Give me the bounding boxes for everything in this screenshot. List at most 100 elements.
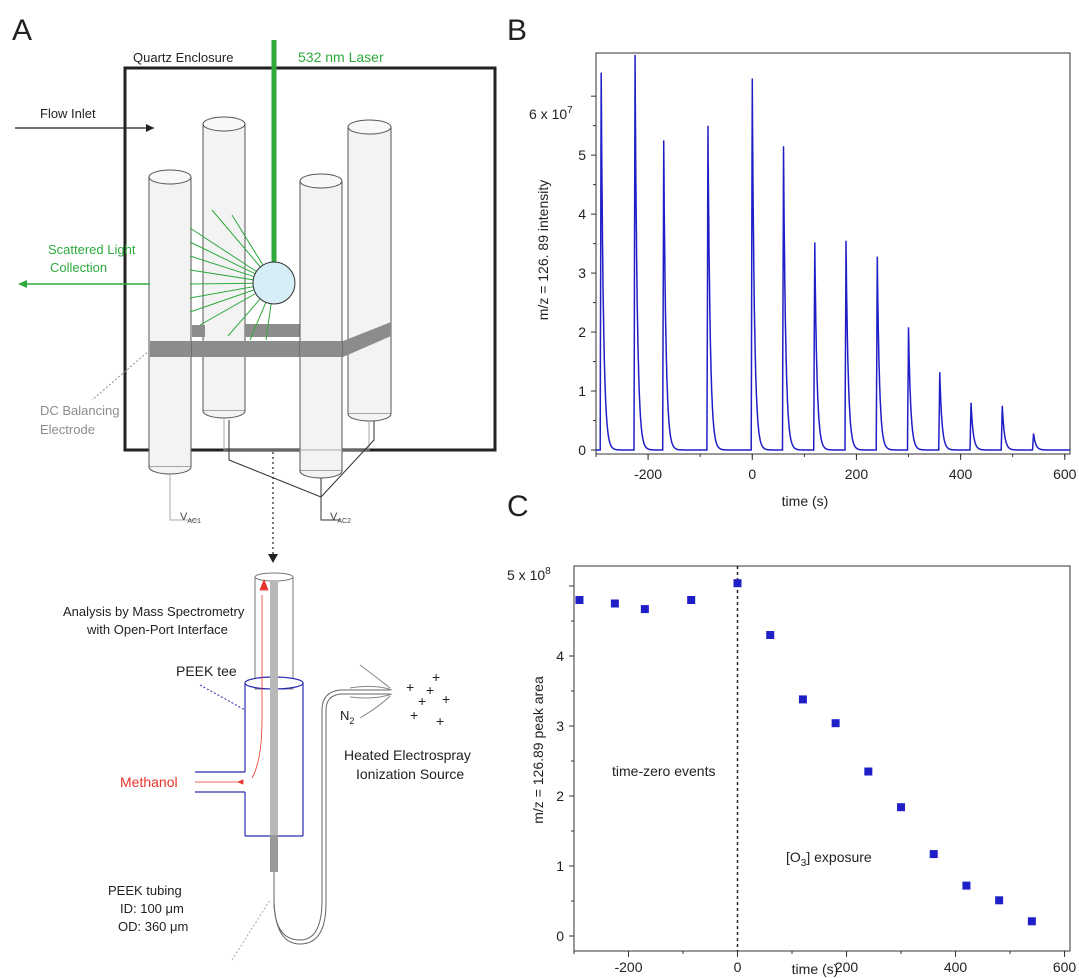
panel-b-xtick-label: -200 [634, 466, 662, 482]
back-rod-right [347, 119, 392, 422]
panel-b-frame [595, 52, 1071, 455]
scatter-label-1: Scattered Light [48, 242, 136, 257]
peek-tee-leader [199, 684, 246, 711]
panel-b-ytick-label: 4 [578, 206, 586, 222]
panel-c-ytick-label: 1 [556, 858, 564, 874]
panel-b-ytick-label: 5 [578, 147, 586, 163]
inner-capillary [270, 580, 278, 872]
methanol-flow [195, 578, 269, 785]
panel-c-annotation-left: time-zero events [612, 763, 715, 779]
panel-c-xtick-label: 0 [734, 959, 742, 975]
panel-c-annotation-right: [O3] exposure [786, 849, 872, 869]
panel-b-ytick-label: 0 [578, 442, 586, 458]
svg-text:VAC1: VAC1 [180, 511, 201, 525]
tubing-label-2: ID: 100 μm [120, 901, 184, 916]
panel-c-point [897, 803, 906, 812]
vac2-label: V [330, 511, 338, 523]
panel-c-point [575, 596, 584, 604]
esi-label-2: Ionization Source [356, 766, 464, 782]
svg-text:5 x 108: 5 x 108 [507, 566, 551, 583]
panel-c-point [610, 599, 619, 608]
svg-text:+: + [406, 679, 414, 695]
svg-text:N2: N2 [340, 708, 354, 726]
panel-c-point [1027, 917, 1036, 926]
panel-c-xtick-label: 400 [944, 959, 968, 975]
panel-c-xtick-label: 200 [835, 959, 859, 975]
panel-c: C 0 1 2 3 4 -200 0 200 400 600 5 x 108 m/z = 126.… [507, 490, 1076, 977]
analysis-label-1: Analysis by Mass Spectrometry [63, 604, 245, 619]
panel-c-point [766, 631, 775, 639]
front-rod-right [299, 173, 343, 479]
ac-wiring [169, 418, 375, 521]
panel-b-trace [596, 54, 1070, 451]
n2-label: N [340, 708, 349, 723]
back-rod-left [202, 116, 246, 419]
panel-b-letter: B [507, 14, 527, 47]
svg-text:+: + [410, 707, 418, 723]
panel-c-point [995, 896, 1004, 905]
panel-b-xlabel: time (s) [782, 493, 829, 509]
panel-c-point [831, 719, 840, 728]
panel-c-exponent: 5 x 10 [507, 567, 545, 583]
panel-c-markers [575, 579, 1036, 926]
panel-c-point [962, 881, 971, 890]
scatter-arrowhead [18, 280, 27, 288]
panel-b-xtick-label: 200 [845, 466, 869, 482]
flow-inlet-arrowhead [146, 124, 154, 132]
panel-c-ytick-label: 0 [556, 928, 564, 944]
levitated-droplet [252, 261, 296, 305]
panel-c-ytick-label: 4 [556, 648, 564, 664]
panel-c-point [798, 695, 807, 704]
transfer-arrowhead [268, 554, 278, 563]
tubing-label-3: OD: 360 μm [118, 919, 188, 934]
panel-a-letter: A [12, 14, 32, 47]
vac1-label: V [180, 511, 188, 523]
flow-inlet-label: Flow Inlet [40, 106, 96, 121]
esi-label-1: Heated Electrospray [344, 747, 471, 763]
panel-c-point [687, 596, 696, 604]
tubing-label-1: PEEK tubing [108, 883, 182, 898]
analysis-label-2: with Open-Port Interface [86, 622, 228, 637]
panel-c-ytick-label: 2 [556, 788, 564, 804]
panel-c-point [733, 579, 742, 588]
panel-c-xlabel: time (s) [792, 961, 839, 977]
panel-b-ytick-label: 3 [578, 265, 586, 281]
panel-c-point [640, 605, 649, 614]
panel-c-point [864, 767, 873, 776]
svg-text:+: + [436, 713, 444, 729]
front-rod-left [148, 169, 192, 475]
panel-b-ylabel: m/z = 126. 89 intensity [535, 180, 551, 320]
panel-c-letter: C [507, 490, 529, 523]
peek-tee [195, 676, 304, 837]
transfer-capillary [273, 689, 390, 941]
ions: + + + + + + + [406, 669, 450, 729]
svg-text:+: + [426, 682, 434, 698]
svg-text:6 x 107: 6 x 107 [529, 105, 573, 122]
panel-c-xtick-label: 600 [1053, 959, 1077, 975]
panel-b-xtick-label: 400 [949, 466, 973, 482]
scatter-label-2: Collection [50, 260, 107, 275]
panel-b-ytick-label: 1 [578, 383, 586, 399]
dc-leader [91, 349, 151, 401]
panel-b-xtick-label: 0 [748, 466, 756, 482]
panel-c-ylabel: m/z = 126.89 peak area [530, 676, 546, 824]
panel-b-ytick-label: 2 [578, 324, 586, 340]
panel-c-frame [573, 565, 1071, 952]
panel-b-exponent: 6 x 10 [529, 106, 567, 122]
panel-b: B 0 1 2 3 4 5 -200 0 200 400 600 6 x 107 m/z = 126… [507, 14, 1077, 509]
peek-tee-label: PEEK tee [176, 663, 237, 679]
panel-b-xtick-label: 600 [1053, 466, 1077, 482]
dc-label-1: DC Balancing [40, 403, 120, 418]
panel-a: A Quartz Enclosure 532 nm Laser Flow Inl… [12, 14, 497, 961]
panel-c-point [929, 850, 938, 859]
laser-label: 532 nm Laser [298, 49, 384, 65]
panel-c-xtick-label: -200 [614, 959, 642, 975]
svg-text:+: + [432, 669, 440, 685]
svg-text:VAC2: VAC2 [330, 511, 351, 525]
svg-text:+: + [442, 691, 450, 707]
enclosure-label: Quartz Enclosure [133, 50, 233, 65]
panel-b-axes: 0 1 2 3 4 5 -200 0 200 400 600 [578, 95, 1077, 482]
panel-c-axes: 0 1 2 3 4 -200 0 200 400 600 [556, 585, 1077, 975]
panel-c-ytick-label: 3 [556, 718, 564, 734]
